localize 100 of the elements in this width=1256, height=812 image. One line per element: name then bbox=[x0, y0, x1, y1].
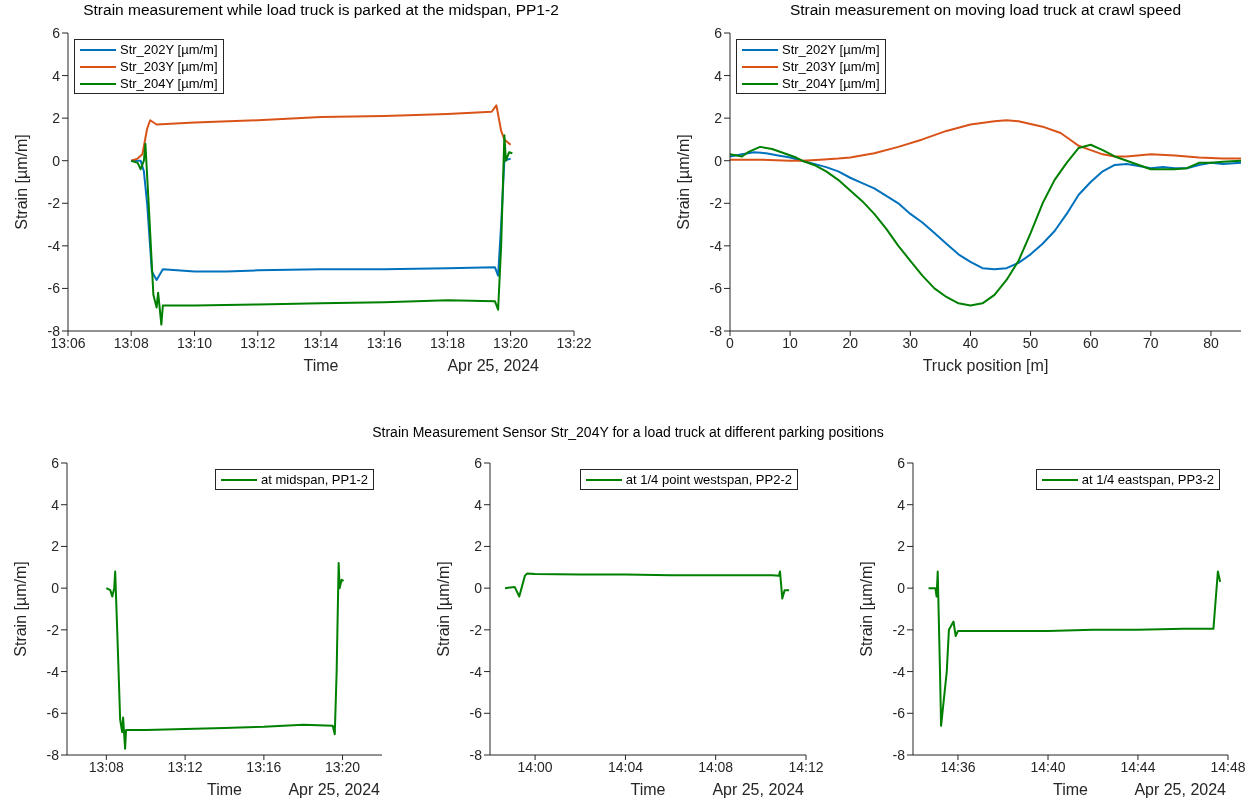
y-tick-label: 6 bbox=[52, 24, 61, 41]
x-tick-label: 80 bbox=[1203, 334, 1219, 351]
line-series bbox=[730, 151, 1241, 271]
x-tick-label: 30 bbox=[902, 334, 919, 351]
x-tick-label: 40 bbox=[962, 334, 979, 351]
x-tick-label: 60 bbox=[1082, 334, 1099, 351]
line-series bbox=[105, 562, 345, 750]
legend-label: Str_202Y [µm/m] bbox=[120, 41, 218, 58]
y-tick-label: -4 bbox=[46, 663, 60, 680]
y-tick-label: 0 bbox=[897, 580, 906, 597]
y-tick-label: -8 bbox=[709, 322, 723, 339]
chart-title: Strain measurement while load truck is parked at the midspan, PP1-2 bbox=[82, 1, 560, 19]
y-tick-label: -6 bbox=[47, 280, 61, 297]
line-series bbox=[730, 119, 1241, 162]
line-series bbox=[927, 570, 1222, 727]
y-tick-label: -8 bbox=[469, 746, 483, 763]
x-tick-label: 13:12 bbox=[167, 758, 203, 775]
x-axis-title: Time bbox=[207, 781, 242, 799]
y-tick-label: 2 bbox=[714, 110, 723, 127]
y-tick-label: 4 bbox=[474, 496, 483, 513]
y-tick-label: -2 bbox=[709, 195, 723, 212]
text: Apr 25, 2024 bbox=[447, 357, 539, 375]
x-tick-label: 13:10 bbox=[177, 334, 213, 351]
x-tick-label: 70 bbox=[1143, 334, 1159, 351]
y-tick-label: -6 bbox=[892, 705, 906, 722]
y-tick-label: 6 bbox=[897, 454, 906, 471]
y-tick-label: -4 bbox=[709, 237, 723, 254]
line-series bbox=[130, 134, 514, 326]
legend-label: Str_204Y [µm/m] bbox=[120, 75, 218, 92]
y-tick-label: 6 bbox=[51, 454, 60, 471]
text: Apr 25, 2024 bbox=[288, 781, 380, 799]
text: Apr 25, 2024 bbox=[712, 781, 804, 799]
x-tick-label: 14:48 bbox=[1210, 758, 1246, 775]
y-tick-label: 0 bbox=[714, 152, 723, 169]
legend-label: at midspan, PP1-2 bbox=[261, 471, 368, 488]
x-tick-label: 13:08 bbox=[113, 334, 149, 351]
x-tick-label: 13:20 bbox=[493, 334, 529, 351]
y-tick-label: 2 bbox=[51, 538, 60, 555]
x-tick-label: 13:08 bbox=[88, 758, 125, 775]
y-tick-label: -2 bbox=[47, 195, 61, 212]
y-tick-label: 4 bbox=[52, 67, 61, 84]
y-tick-label: 0 bbox=[51, 580, 60, 597]
y-tick-label: -2 bbox=[892, 621, 906, 638]
x-tick-label: 14:08 bbox=[698, 758, 734, 775]
text: Apr 25, 2024 bbox=[1134, 781, 1226, 799]
x-tick-label: 14:40 bbox=[1030, 758, 1066, 775]
x-tick-label: 14:36 bbox=[940, 758, 976, 775]
legend-label: Str_204Y [µm/m] bbox=[782, 75, 880, 92]
y-tick-label: 2 bbox=[474, 538, 483, 555]
y-tick-label: 2 bbox=[897, 538, 906, 555]
y-tick-label: -6 bbox=[709, 280, 723, 297]
y-axis-title: Strain [µm/m] bbox=[13, 134, 31, 230]
line-series bbox=[130, 104, 512, 162]
x-tick-label: 13:12 bbox=[240, 334, 276, 351]
x-tick-label: 50 bbox=[1022, 334, 1039, 351]
legend-label: Str_203Y [µm/m] bbox=[782, 58, 880, 75]
y-tick-label: 6 bbox=[474, 454, 483, 471]
y-axis-title: Strain [µm/m] bbox=[858, 561, 876, 657]
y-tick-label: -8 bbox=[46, 746, 60, 763]
x-axis-title: Truck position [m] bbox=[922, 357, 1049, 375]
x-axis-title: Time bbox=[1053, 781, 1088, 799]
line-series bbox=[730, 143, 1241, 307]
y-tick-label: 0 bbox=[52, 152, 61, 169]
x-tick-label: 13:16 bbox=[246, 758, 282, 775]
y-tick-label: 6 bbox=[714, 24, 723, 41]
legend-label: Str_203Y [µm/m] bbox=[120, 58, 218, 75]
x-tick-label: 14:00 bbox=[517, 758, 553, 775]
y-tick-label: -2 bbox=[469, 621, 483, 638]
y-tick-label: -4 bbox=[47, 237, 61, 254]
line-series bbox=[504, 570, 791, 600]
legend-label: Str_202Y [µm/m] bbox=[782, 41, 880, 58]
y-tick-label: -8 bbox=[47, 322, 61, 339]
x-tick-label: 10 bbox=[782, 334, 799, 351]
y-tick-label: -6 bbox=[46, 705, 60, 722]
y-tick-label: 4 bbox=[897, 496, 906, 513]
y-tick-label: -4 bbox=[892, 663, 906, 680]
x-tick-label: 13:16 bbox=[366, 334, 402, 351]
y-axis-title: Strain [µm/m] bbox=[435, 561, 453, 657]
legend-label: at 1/4 eastspan, PP3-2 bbox=[1081, 471, 1214, 488]
x-tick-label: 14:12 bbox=[788, 758, 824, 775]
y-tick-label: 4 bbox=[714, 67, 723, 84]
x-tick-label: 13:14 bbox=[303, 334, 339, 351]
y-axis-title: Strain [µm/m] bbox=[12, 561, 30, 657]
x-axis-title: Time bbox=[303, 357, 339, 375]
y-axis-title: Strain [µm/m] bbox=[675, 134, 693, 230]
x-axis-title: Time bbox=[630, 781, 666, 799]
legend-label: at 1/4 point westspan, PP2-2 bbox=[625, 471, 792, 488]
x-tick-label: 13:18 bbox=[429, 334, 466, 351]
x-tick-label: 20 bbox=[842, 334, 859, 351]
x-tick-label: 0 bbox=[726, 334, 735, 351]
x-tick-label: 14:04 bbox=[607, 758, 644, 775]
text: Strain Measurement Sensor Str_204Y for a load truck at different parking positions bbox=[372, 424, 884, 440]
y-tick-label: 2 bbox=[52, 110, 61, 127]
x-tick-label: 14:44 bbox=[1120, 758, 1156, 775]
y-tick-label: -8 bbox=[892, 746, 906, 763]
x-tick-label: 13:20 bbox=[325, 758, 361, 775]
y-tick-label: 0 bbox=[474, 580, 483, 597]
y-tick-label: -6 bbox=[469, 705, 483, 722]
y-tick-label: -4 bbox=[469, 663, 483, 680]
x-tick-label: 13:22 bbox=[556, 334, 592, 351]
